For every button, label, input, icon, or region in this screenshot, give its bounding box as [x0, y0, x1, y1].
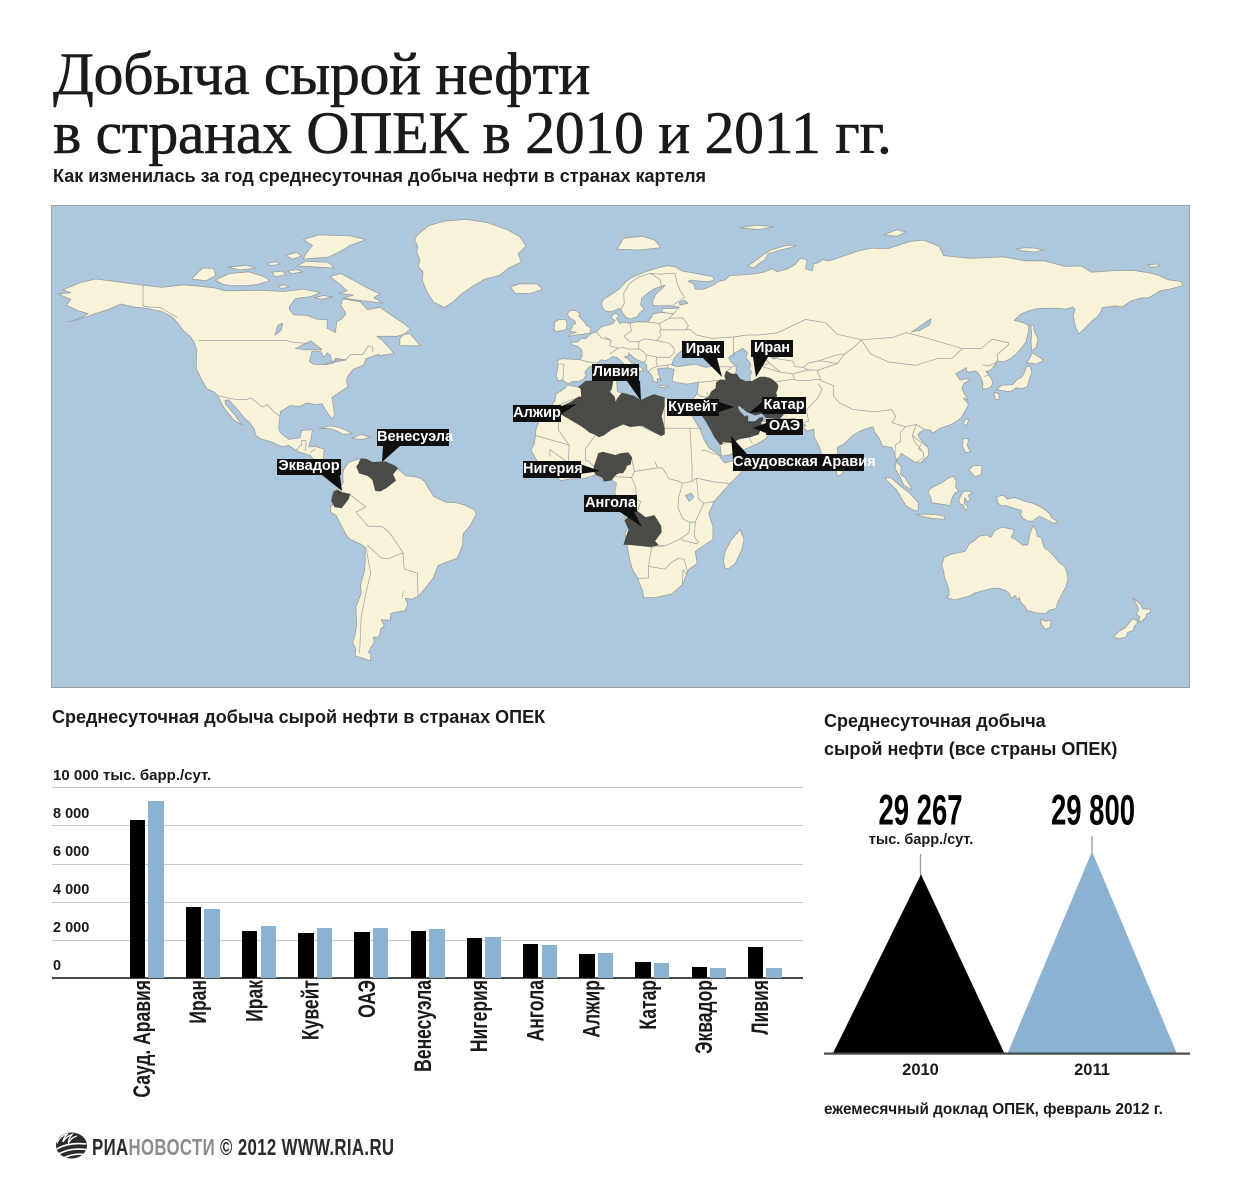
- svg-text:Сауд. Аравия: Сауд. Аравия: [129, 980, 155, 1098]
- svg-text:29 267: 29 267: [878, 785, 962, 834]
- svg-text:Иран: Иран: [186, 980, 212, 1024]
- svg-text:Венесуэла: Венесуэла: [410, 980, 436, 1072]
- svg-text:Ангола: Ангола: [523, 980, 549, 1042]
- svg-text:29 800: 29 800: [1051, 785, 1135, 834]
- svg-text:Ирак: Ирак: [242, 980, 268, 1022]
- svg-text:Кувейт: Кувейт: [298, 980, 324, 1040]
- svg-text:Нигерия: Нигерия: [467, 980, 493, 1052]
- svg-text:Эквадор: Эквадор: [691, 980, 717, 1054]
- svg-text:ОАЭ: ОАЭ: [354, 980, 380, 1018]
- svg-text:Алжир: Алжир: [579, 980, 605, 1038]
- svg-text:Ливия: Ливия: [748, 980, 774, 1035]
- svg-text:Катар: Катар: [635, 980, 661, 1030]
